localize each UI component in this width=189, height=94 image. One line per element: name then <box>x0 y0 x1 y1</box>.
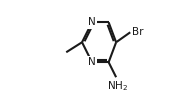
Text: N: N <box>88 57 96 67</box>
Text: Br: Br <box>132 27 143 37</box>
Text: N: N <box>88 17 96 27</box>
Text: NH$_2$: NH$_2$ <box>107 79 128 93</box>
